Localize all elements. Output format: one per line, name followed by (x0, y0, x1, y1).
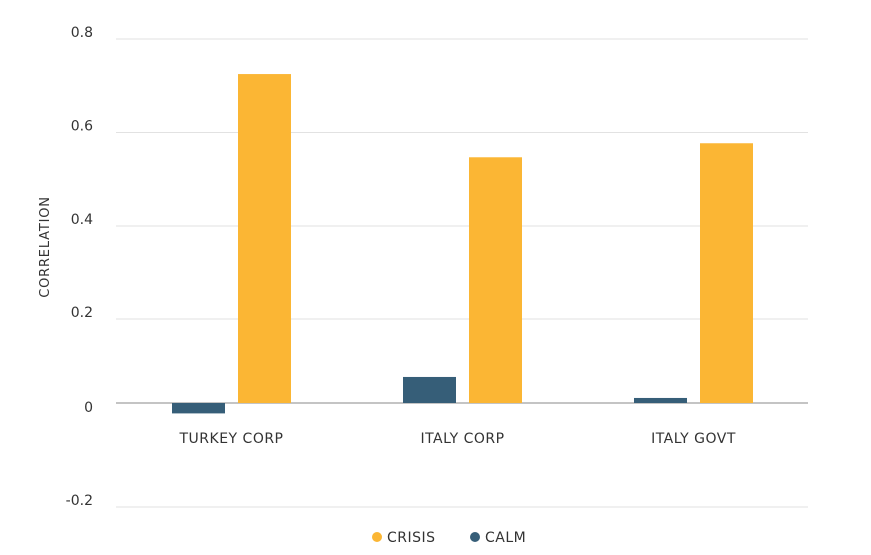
y-axis-label: CORRELATION (38, 196, 53, 298)
legend-marker-crisis (372, 532, 382, 542)
y-tick-label: 0.8 (71, 25, 93, 41)
category-label: ITALY CORP (420, 431, 504, 447)
bar-calm (403, 376, 456, 403)
category-label: TURKEY CORP (178, 431, 283, 447)
bar-crisis (238, 74, 291, 403)
y-tick-label: 0.4 (71, 212, 93, 228)
bar-crisis (469, 157, 522, 403)
legend-marker-calm (470, 532, 480, 542)
bar-calm (634, 397, 687, 403)
y-tick-label: 0.2 (71, 305, 93, 321)
bar-calm (172, 403, 225, 414)
y-tick-label: 0 (84, 400, 93, 416)
bar-crisis (700, 143, 753, 403)
legend-label-calm: CALM (485, 530, 526, 546)
y-tick-label: -0.2 (66, 493, 93, 509)
category-label: ITALY GOVT (651, 431, 736, 447)
y-tick-label: 0.6 (71, 119, 93, 135)
legend-label-crisis: CRISIS (387, 530, 436, 546)
